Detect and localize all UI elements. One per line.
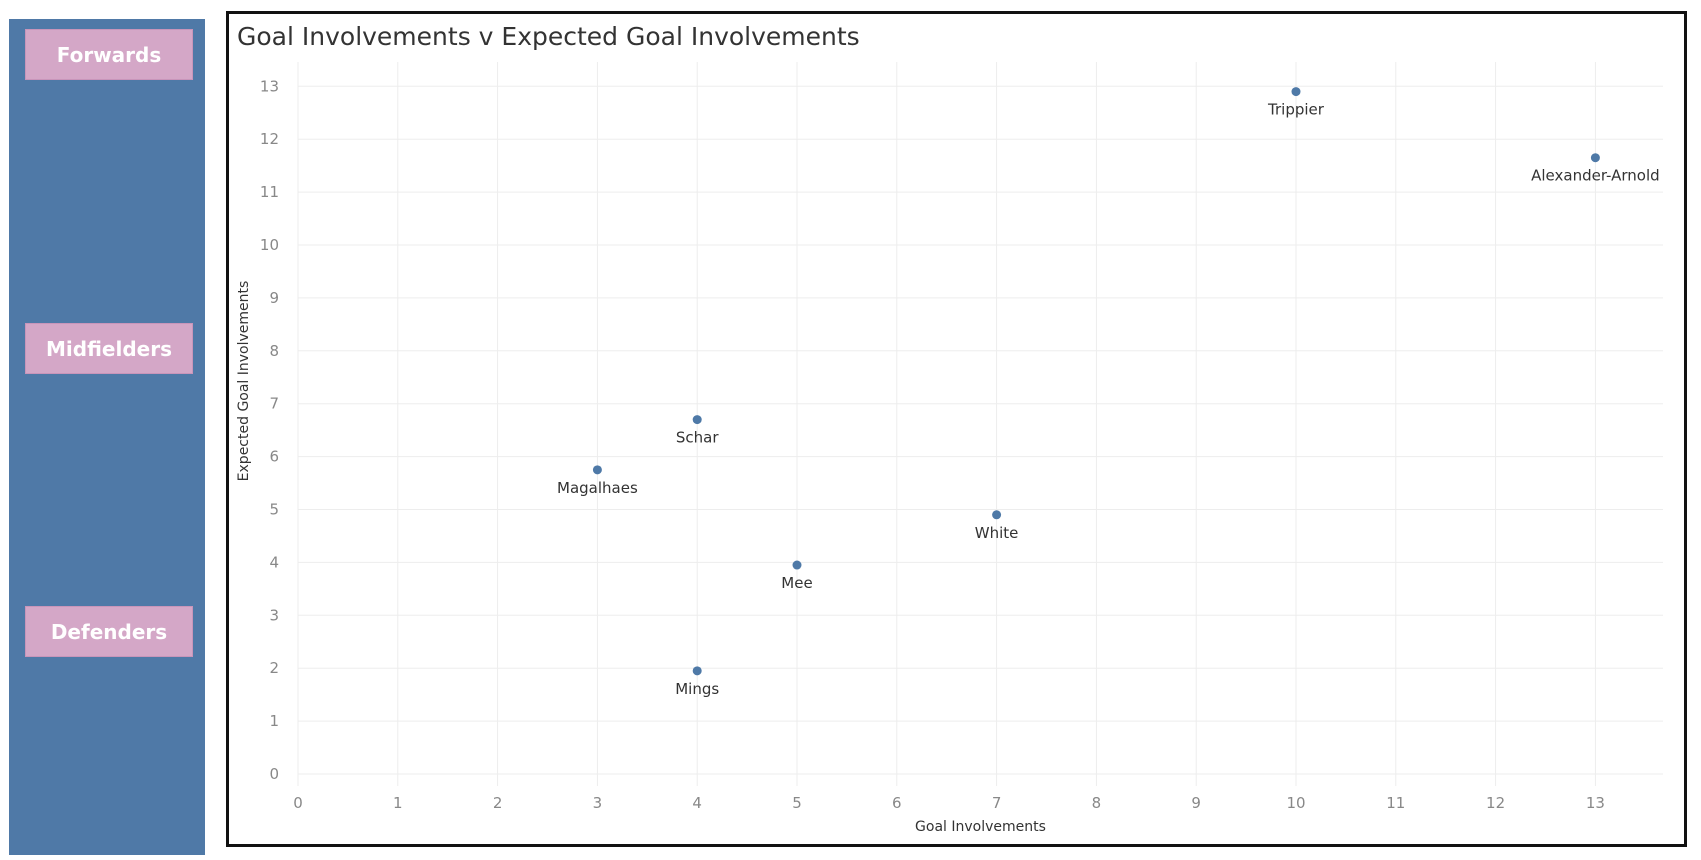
- grid-layer: [297, 62, 1663, 786]
- data-point-label: Magalhaes: [557, 479, 638, 497]
- chart-title: Goal Involvements v Expected Goal Involv…: [237, 22, 860, 51]
- data-point-label: Mee: [781, 574, 812, 592]
- x-tick-label: 0: [293, 794, 303, 812]
- data-point-marker[interactable]: [592, 465, 602, 475]
- data-point-label: Mings: [675, 680, 719, 698]
- tick-layer: 01234567891011121314012345678910111213: [260, 77, 1605, 812]
- x-tick-label: 11: [1386, 794, 1405, 812]
- chart-container: Goal Involvements v Expected Goal Involv…: [226, 11, 1687, 847]
- y-tick-label: 11: [260, 183, 279, 201]
- y-tick-label: 0: [269, 765, 279, 783]
- data-point-marker[interactable]: [992, 510, 1002, 520]
- data-point[interactable]: White: [975, 510, 1019, 542]
- y-axis-title: Expected Goal Involvements: [236, 281, 252, 482]
- data-point[interactable]: Schar: [676, 415, 719, 447]
- data-point-marker[interactable]: [792, 560, 802, 570]
- y-tick-label: 12: [260, 130, 279, 148]
- y-tick-label: 1: [269, 712, 279, 730]
- x-tick-label: 3: [593, 794, 603, 812]
- y-tick-label: 3: [269, 606, 279, 624]
- scatter-plot: 01234567891011121314012345678910111213 T…: [236, 62, 1663, 835]
- y-tick-label: 10: [260, 236, 279, 254]
- x-tick-label: 10: [1286, 794, 1305, 812]
- y-tick-label: 7: [269, 395, 279, 413]
- defenders-button[interactable]: Defenders: [25, 606, 193, 657]
- data-point-label: Alexander-Arnold: [1531, 167, 1660, 185]
- x-tick-label: 7: [992, 794, 1002, 812]
- data-point[interactable]: Mings: [675, 666, 719, 698]
- y-tick-label: 4: [269, 553, 279, 571]
- data-point-marker[interactable]: [692, 415, 702, 425]
- y-tick-label: 6: [269, 448, 279, 466]
- point-layer: Trippier Alexander-Arnold Schar Magalhaes Wh…: [557, 87, 1660, 698]
- y-tick-label: 2: [269, 659, 279, 677]
- midfielders-button[interactable]: Midfielders: [25, 323, 193, 374]
- data-point-marker[interactable]: [1291, 87, 1301, 97]
- data-point[interactable]: Alexander-Arnold: [1531, 153, 1660, 185]
- x-tick-label: 12: [1486, 794, 1505, 812]
- data-point-marker[interactable]: [1590, 153, 1600, 163]
- forwards-button[interactable]: Forwards: [25, 29, 193, 80]
- x-tick-label: 5: [792, 794, 802, 812]
- data-point[interactable]: Magalhaes: [557, 465, 638, 497]
- x-tick-label: 6: [892, 794, 902, 812]
- x-axis-title: Goal Involvements: [915, 819, 1046, 835]
- y-tick-label: 13: [260, 77, 279, 95]
- x-tick-label: 2: [493, 794, 503, 812]
- y-tick-label: 8: [269, 342, 279, 360]
- x-tick-label: 4: [692, 794, 702, 812]
- data-point-label: Trippier: [1267, 101, 1325, 119]
- data-point[interactable]: Mee: [781, 560, 813, 593]
- x-tick-label: 9: [1191, 794, 1201, 812]
- y-tick-label: 9: [269, 289, 279, 307]
- data-point[interactable]: Trippier: [1267, 87, 1325, 119]
- data-point-label: Schar: [676, 429, 719, 447]
- x-tick-label: 8: [1092, 794, 1102, 812]
- x-tick-label: 1: [393, 794, 403, 812]
- x-tick-label: 13: [1586, 794, 1605, 812]
- data-point-marker[interactable]: [692, 666, 702, 676]
- data-point-label: White: [975, 524, 1019, 542]
- y-tick-label: 5: [269, 501, 279, 519]
- position-sidebar: Forwards Midfielders Defenders: [9, 19, 205, 855]
